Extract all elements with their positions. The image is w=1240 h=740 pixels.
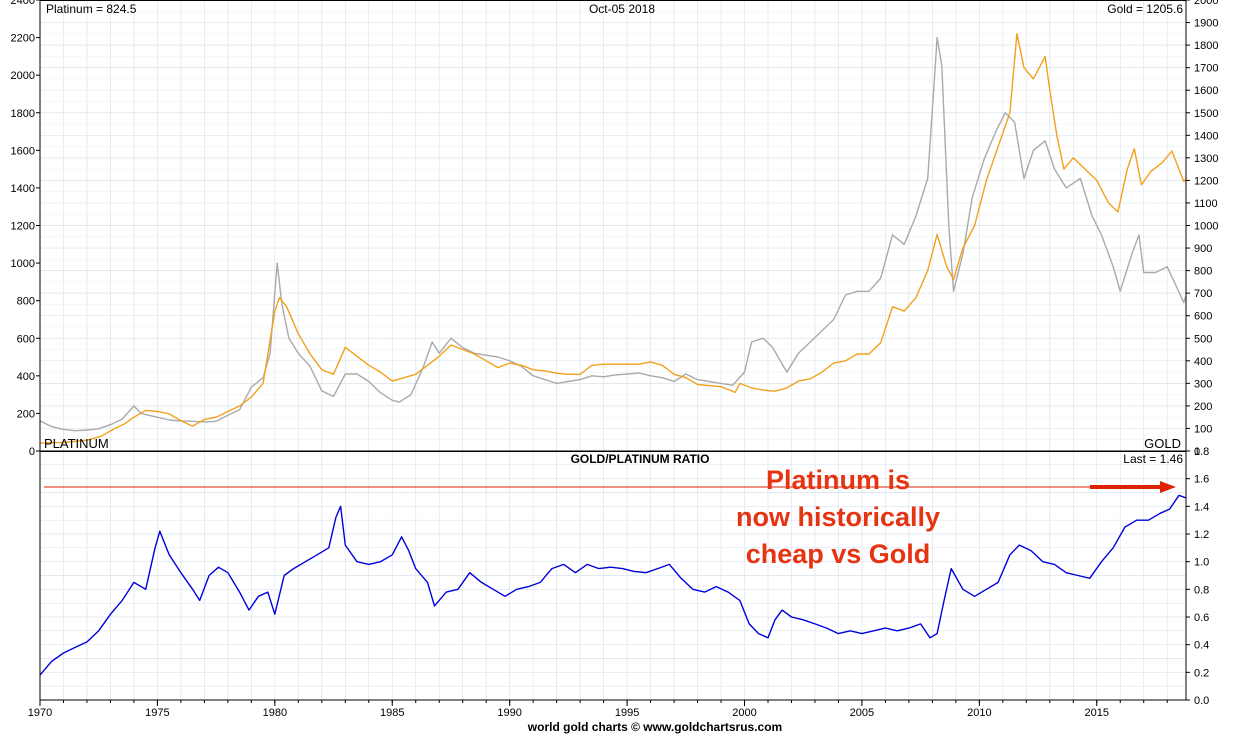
x-axis-tick-label: 2010 [967,707,991,719]
right-axis-tick-label: 300 [1194,378,1212,390]
left-axis-tick-label: 2000 [11,70,35,82]
right-axis-tick-label: 1300 [1194,153,1218,165]
right-axis-tick-label: 1100 [1194,198,1218,210]
left-axis-tick-label: 600 [17,333,35,345]
callout-line-2: now historically [736,502,940,532]
right-axis-tick-label: 2000 [1194,0,1218,7]
gold-last-label: Gold = 1205.6 [1107,2,1183,16]
x-axis-tick-label: 2000 [732,707,756,719]
right-axis-tick-label: 1200 [1194,175,1218,187]
ratio-axis-tick-label: 1.0 [1194,557,1209,569]
right-axis-tick-label: 1700 [1194,63,1218,75]
ratio-axis-tick-label: 0.2 [1194,667,1209,679]
arrow-head [1160,480,1176,493]
left-axis-tick-label: 1800 [11,108,35,120]
left-axis-tick-label: 1000 [11,258,35,270]
left-axis-tick-label: 1600 [11,145,35,157]
ratio-axis-tick-label: 0.0 [1194,695,1209,707]
ratio-axis-tick-label: 1.6 [1194,474,1209,486]
right-axis-tick-label: 1000 [1194,221,1218,233]
right-axis-tick-label: 600 [1194,311,1212,323]
ratio-axis-tick-label: 0.8 [1194,584,1209,596]
ratio-axis-tick-label: 0.6 [1194,612,1209,624]
platinum-last-label: Platinum = 824.5 [46,2,137,16]
right-axis-tick-label: 400 [1194,356,1212,368]
platinum-series-label: PLATINUM [44,436,109,451]
right-axis-tick-label: 800 [1194,266,1212,278]
callout-line-1: Platinum is [766,465,910,495]
bottom-panel-series [39,480,1187,676]
bottom-panel-frame [39,450,1187,701]
right-axis-tick-label: 500 [1194,333,1212,345]
left-axis-tick-label: 1400 [11,183,35,195]
left-axis-tick-label: 400 [17,371,35,383]
ratio-last-label: Last = 1.46 [1123,452,1183,466]
right-axis-tick-label: 1600 [1194,85,1218,97]
x-axis-tick-label: 1995 [615,707,639,719]
x-axis-tick-label: 2015 [1085,707,1109,719]
x-axis-tick-label: 1990 [497,707,521,719]
left-axis-tick-label: 1200 [11,221,35,233]
left-axis-tick-label: 2200 [11,33,35,45]
ratio-axis-tick-label: 0.4 [1194,640,1209,652]
left-axis-tick-label: 0 [29,446,35,458]
gold-line [39,33,1187,444]
right-axis-tick-label: 100 [1194,423,1212,435]
bottom-panel-grid [39,450,1186,701]
left-axis-tick-label: 200 [17,408,35,420]
left-axis-tick-label: 800 [17,296,35,308]
ratio-axis-tick-label: 1.8 [1194,446,1209,458]
top-panel-series [39,33,1187,444]
platinum-line [39,36,1187,432]
top-panel-grid [39,0,1186,452]
right-axis-tick-label: 1900 [1194,18,1218,30]
chart-date: Oct-05 2018 [589,2,655,16]
right-axis-tick-label: 1500 [1194,108,1218,120]
right-axis-tick-label: 0 [1194,446,1200,458]
x-axis-tick-label: 1980 [263,707,287,719]
callout-line-3: cheap vs Gold [746,539,931,569]
gold-series-label: GOLD [1144,436,1181,451]
x-axis-tick-label: 1975 [145,707,169,719]
right-axis-tick-label: 900 [1194,243,1212,255]
left-axis-tick-label: 2400 [11,0,35,7]
ratio-axis-tick-label: 1.4 [1194,501,1209,513]
x-axis-tick-label: 1985 [380,707,404,719]
ratio-title: GOLD/PLATINUM RATIO [571,452,710,466]
x-axis-tick-label: 1970 [28,707,52,719]
source-credit: world gold charts © www.goldchartsrus.co… [527,720,782,734]
axes: 0200400600800100012001400160018002000220… [11,0,1218,719]
right-axis-tick-label: 200 [1194,401,1212,413]
right-axis-tick-label: 700 [1194,288,1212,300]
ratio-axis-tick-label: 1.2 [1194,529,1209,541]
x-axis-tick-label: 2005 [850,707,874,719]
right-axis-tick-label: 1800 [1194,40,1218,52]
right-axis-tick-label: 1400 [1194,130,1218,142]
ratio-line [39,494,1187,676]
